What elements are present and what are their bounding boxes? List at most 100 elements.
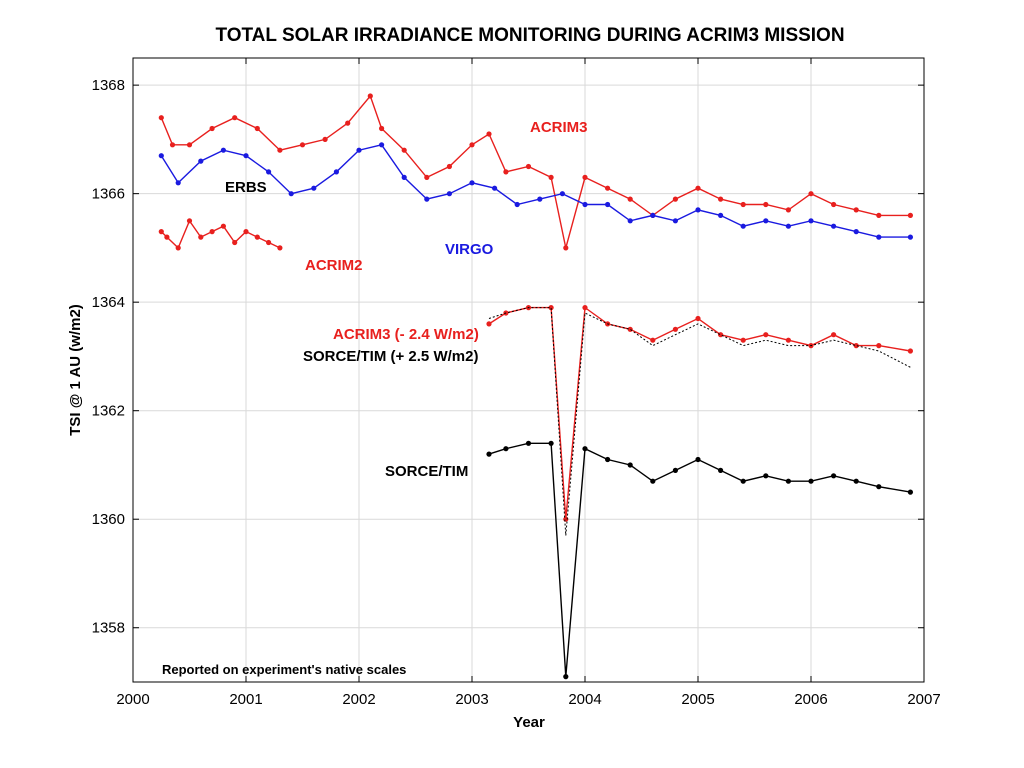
data-point: [525, 440, 532, 446]
series-label-acrim3: ACRIM3: [530, 119, 588, 136]
data-point: [486, 131, 492, 137]
x-tick-label: 2007: [907, 691, 940, 708]
x-tick-label: 2000: [116, 691, 149, 708]
data-point: [876, 212, 882, 218]
data-point: [695, 456, 701, 463]
data-point: [424, 196, 430, 202]
data-point: [740, 478, 746, 484]
series-2: [158, 142, 914, 240]
data-point: [627, 196, 633, 202]
data-point: [486, 451, 492, 457]
data-point: [695, 207, 701, 213]
data-point: [333, 169, 339, 175]
data-point: [808, 478, 814, 484]
x-tick-label: 2003: [455, 691, 488, 708]
data-point: [164, 234, 170, 240]
data-point: [503, 446, 509, 452]
chart-title: TOTAL SOLAR IRRADIANCE MONITORING DURING…: [215, 25, 844, 46]
y-tick-label: 1368: [92, 77, 125, 94]
data-point: [525, 163, 532, 170]
data-point: [563, 674, 569, 680]
data-point: [831, 223, 837, 229]
data-point: [718, 467, 724, 473]
data-point: [446, 163, 452, 170]
data-point: [379, 142, 385, 148]
data-point: [740, 337, 746, 343]
data-point: [763, 332, 769, 338]
data-point: [907, 212, 914, 218]
data-point: [277, 147, 283, 153]
data-point: [627, 462, 633, 468]
data-point: [718, 196, 724, 202]
data-point: [718, 212, 724, 218]
data-point: [198, 234, 204, 240]
data-point: [853, 478, 859, 484]
data-point: [288, 191, 294, 197]
series-line: [160, 219, 281, 250]
series-line: [488, 306, 911, 520]
series-layer: [158, 93, 914, 680]
data-point: [311, 185, 317, 191]
x-tick-label: 2005: [681, 691, 714, 708]
data-point: [582, 201, 588, 208]
x-tick-label: 2001: [229, 691, 262, 708]
data-point: [243, 229, 249, 235]
data-point: [853, 207, 859, 213]
x-axis-label: Year: [513, 714, 545, 731]
data-point: [299, 142, 306, 148]
series-label-acrim3-shifted: ACRIM3 (- 2.4 W/m2): [333, 326, 479, 343]
data-point: [537, 196, 543, 202]
data-point: [876, 484, 882, 490]
x-tick-label: 2006: [794, 691, 827, 708]
data-point: [695, 315, 701, 322]
series-line: [488, 442, 911, 677]
data-point: [469, 142, 475, 148]
data-point: [740, 223, 746, 229]
data-point: [277, 245, 283, 251]
data-point: [831, 332, 837, 338]
data-point: [356, 147, 362, 153]
data-point: [379, 125, 385, 132]
data-point: [831, 201, 837, 208]
data-point: [650, 212, 656, 218]
data-point: [672, 467, 679, 473]
series-5: [486, 440, 914, 680]
data-point: [605, 185, 611, 191]
data-point: [672, 326, 679, 332]
data-point: [367, 93, 373, 99]
grid: [132, 58, 925, 682]
data-point: [486, 321, 492, 327]
data-point: [740, 201, 746, 208]
data-point: [548, 174, 554, 180]
data-point: [650, 337, 656, 343]
data-point: [582, 305, 588, 311]
data-point: [853, 229, 859, 235]
series-label-erbs: ERBS: [225, 179, 267, 196]
data-point: [186, 218, 193, 224]
data-point: [186, 142, 193, 148]
data-point: [220, 147, 226, 153]
data-point: [853, 343, 859, 349]
series-4: [488, 307, 911, 536]
y-tick-label: 1364: [92, 294, 125, 311]
data-point: [672, 196, 679, 202]
data-point: [266, 169, 272, 175]
data-point: [831, 473, 837, 479]
series-3: [486, 305, 914, 522]
data-point: [175, 180, 181, 186]
data-point: [548, 440, 554, 446]
plot-frame: [132, 57, 925, 683]
data-point: [492, 185, 498, 191]
data-point: [232, 115, 238, 121]
data-point: [672, 218, 679, 224]
data-point: [907, 234, 914, 240]
data-point: [514, 201, 520, 208]
data-point: [401, 147, 407, 153]
data-point: [785, 223, 792, 229]
data-point: [785, 207, 792, 213]
data-point: [808, 191, 814, 197]
data-point: [158, 115, 164, 121]
data-point: [907, 348, 914, 354]
data-point: [563, 245, 569, 251]
data-point: [695, 185, 701, 191]
